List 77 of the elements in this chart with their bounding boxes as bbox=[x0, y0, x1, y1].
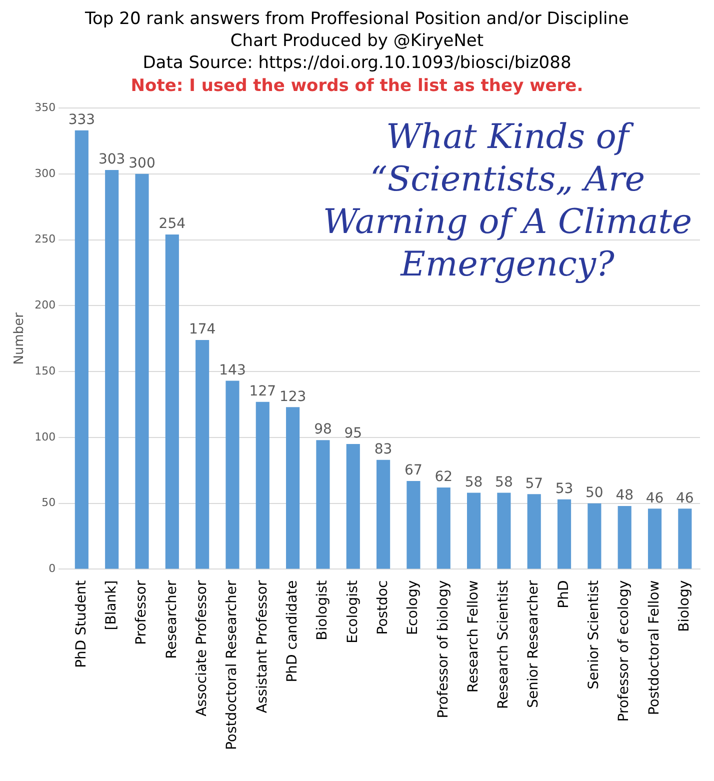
data-label: 48 bbox=[616, 488, 634, 504]
x-tick-label: Assistant Professor bbox=[254, 580, 270, 714]
x-tick-label: Postdoctoral Fellow bbox=[646, 580, 662, 716]
chart-title: Top 20 rank answers from Proffesional Position and/or Discipline bbox=[84, 8, 630, 30]
x-tick-label: Researcher bbox=[164, 580, 180, 659]
data-label: 53 bbox=[555, 481, 574, 498]
x-tick-label: Ecology bbox=[405, 580, 422, 635]
x-tick-label: Professor of ecology bbox=[616, 580, 632, 722]
annotation: What Kinds of “Scientists„ Are Warning of A Climate Emergency? bbox=[322, 116, 692, 284]
data-label: 95 bbox=[344, 426, 362, 442]
x-tick-label: Senior Researcher bbox=[526, 580, 542, 708]
y-tick-label: 150 bbox=[34, 364, 56, 378]
x-tick-label: Professor of biology bbox=[435, 580, 452, 718]
data-label: 174 bbox=[188, 322, 216, 338]
bar bbox=[135, 174, 149, 569]
data-label: 46 bbox=[646, 490, 664, 506]
data-label: 58 bbox=[464, 474, 483, 490]
x-tick-label: PhD Student bbox=[73, 580, 90, 668]
x-tick-label: Biologist bbox=[314, 580, 331, 640]
bar bbox=[527, 494, 541, 569]
data-label: 123 bbox=[279, 388, 306, 405]
x-tick-label: PhD candidate bbox=[284, 580, 300, 682]
bar bbox=[467, 492, 481, 569]
data-label: 46 bbox=[676, 490, 694, 506]
data-label: 83 bbox=[374, 442, 392, 458]
bar bbox=[557, 499, 572, 569]
data-label: 62 bbox=[434, 469, 453, 486]
bar bbox=[286, 407, 300, 569]
bar bbox=[346, 444, 360, 569]
data-label: 57 bbox=[525, 476, 544, 492]
x-tick-label: PhD bbox=[556, 580, 572, 608]
x-tick-label: [Blank] bbox=[103, 580, 120, 630]
y-tick-label: 350 bbox=[34, 100, 56, 114]
data-label: 303 bbox=[98, 152, 126, 168]
data-label: 300 bbox=[128, 156, 156, 172]
source-note: Data Source: https://doi.org.10.1093/biosci/biz088 bbox=[142, 52, 572, 74]
bar bbox=[497, 492, 511, 569]
text: Chart Produced by @KiryeNet bbox=[229, 30, 485, 52]
y-tick-label: 50 bbox=[42, 496, 56, 510]
y-tick-label: 100 bbox=[34, 430, 56, 444]
bar bbox=[226, 380, 240, 569]
bar bbox=[165, 234, 179, 569]
bar bbox=[406, 480, 420, 569]
data-label: 58 bbox=[495, 474, 513, 490]
x-tick-label: Biology bbox=[676, 580, 693, 632]
data-label: 98 bbox=[314, 422, 332, 438]
x-tick-label: Research Fellow bbox=[465, 580, 482, 693]
x-tick-label: Senior Scientist bbox=[586, 580, 602, 690]
x-tick-label: Professor bbox=[134, 580, 150, 645]
y-tick-label: 200 bbox=[34, 298, 56, 312]
data-label: 127 bbox=[249, 384, 276, 400]
y-tick-label: 250 bbox=[34, 232, 56, 246]
bar bbox=[436, 488, 450, 569]
bar bbox=[376, 460, 390, 569]
text: Note: I used the words of the list as they were. bbox=[130, 75, 584, 98]
data-label: 67 bbox=[404, 462, 422, 479]
x-tick-label: Ecologist bbox=[344, 580, 361, 644]
data-label: 50 bbox=[586, 484, 604, 501]
bar bbox=[196, 340, 210, 569]
data-label: 254 bbox=[158, 216, 186, 232]
bar bbox=[316, 440, 330, 569]
bar bbox=[74, 130, 88, 569]
bar bbox=[678, 508, 692, 569]
x-tick-label: Postdoc bbox=[374, 580, 391, 635]
y-tick-label: 0 bbox=[48, 562, 56, 576]
bar bbox=[256, 402, 270, 569]
y-axis-title: Number bbox=[12, 312, 28, 365]
y-tick-label: 300 bbox=[34, 166, 56, 180]
bar bbox=[588, 503, 602, 569]
x-tick-label: Associate Professor bbox=[194, 580, 210, 716]
x-tick-label: Research Scientist bbox=[496, 580, 512, 710]
bar bbox=[618, 506, 632, 569]
data-label: 143 bbox=[219, 362, 246, 378]
bar bbox=[105, 170, 119, 569]
data-label: 333 bbox=[68, 112, 96, 128]
x-tick-label: Postdoctoral Researcher bbox=[224, 580, 240, 750]
bar bbox=[648, 508, 662, 569]
